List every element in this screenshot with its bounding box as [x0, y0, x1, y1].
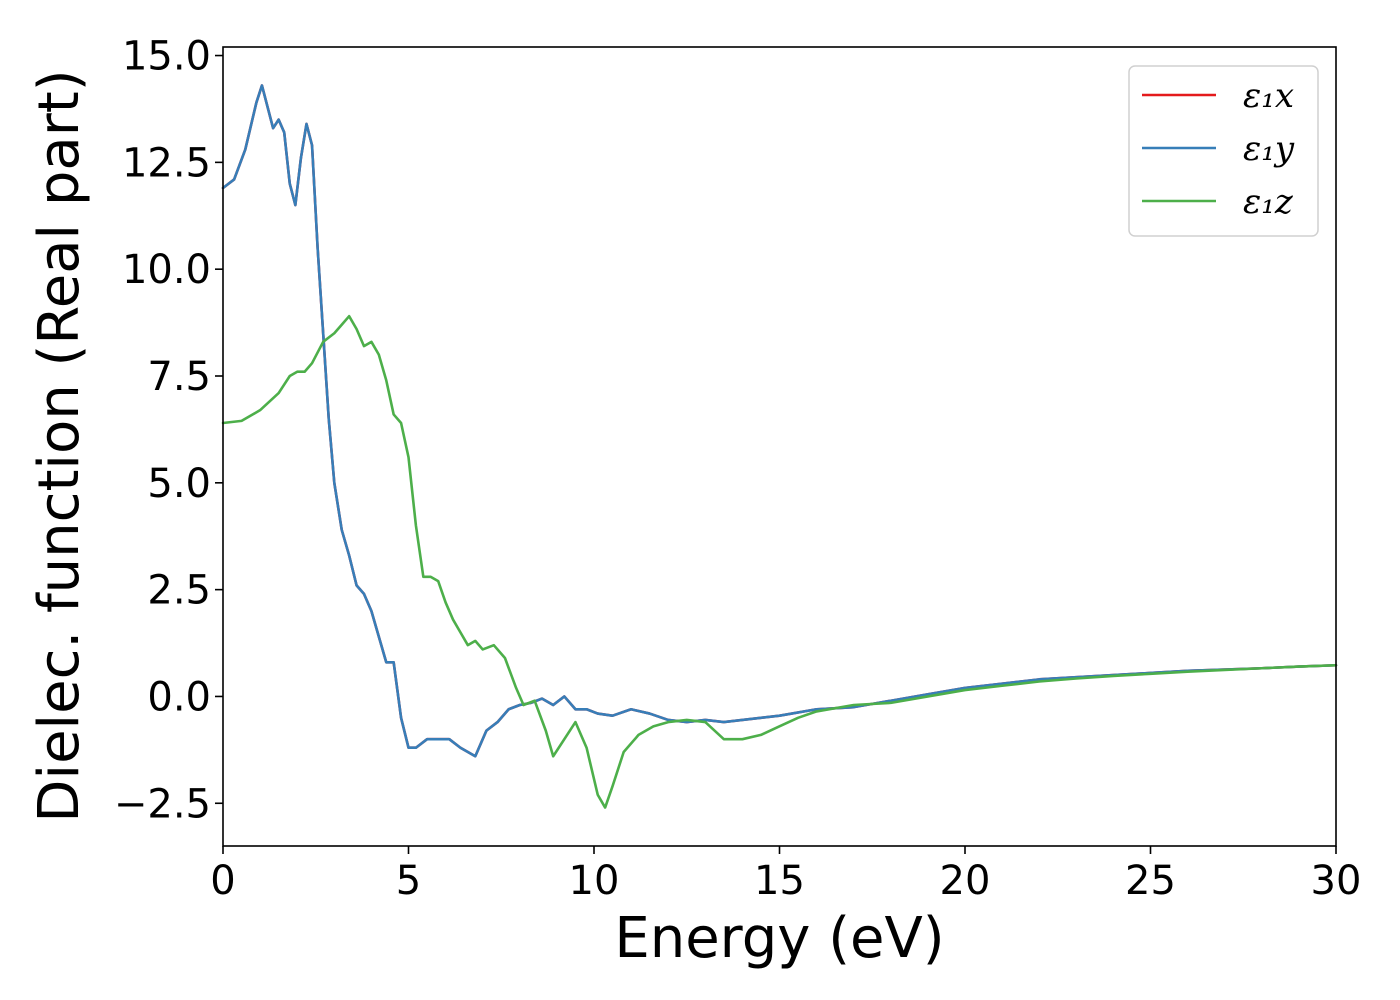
- x-axis-ticks: 0 5 10 15 20 25 30: [210, 846, 1361, 904]
- x-axis-title: Energy (eV): [614, 906, 944, 971]
- legend-label-1: ε₁x: [1243, 76, 1294, 116]
- y-tick-label: 7.5: [147, 354, 211, 400]
- x-tick-label: 30: [1311, 858, 1362, 904]
- y-axis-title: Dielec. function (Real part): [27, 69, 92, 822]
- series-lines: [221, 84, 1338, 809]
- legend-box: [1128, 65, 1319, 237]
- y-tick-label: −2.5: [114, 781, 211, 827]
- series-line-3: [221, 314, 1338, 809]
- y-tick-label: 15.0: [122, 34, 211, 80]
- x-tick-label: 5: [396, 858, 421, 904]
- y-axis-ticks: −2.5 0.0 2.5 5.0 7.5 10.0 12.5 15.0: [114, 34, 223, 827]
- series-line-2: [221, 84, 1338, 758]
- legend-label-3: ε₁z: [1243, 182, 1294, 222]
- legend-label-2: ε₁y: [1243, 129, 1295, 169]
- x-tick-label: 10: [569, 858, 620, 904]
- y-tick-label: 10.0: [122, 247, 211, 293]
- x-tick-label: 15: [754, 858, 805, 904]
- y-tick-label: 2.5: [147, 568, 211, 614]
- legend: ε₁x ε₁y ε₁z: [1128, 65, 1319, 237]
- x-tick-label: 20: [940, 858, 991, 904]
- y-tick-label: 5.0: [147, 461, 211, 507]
- y-tick-label: 0.0: [147, 674, 211, 720]
- x-tick-label: 25: [1125, 858, 1176, 904]
- x-tick-label: 0: [210, 858, 235, 904]
- y-tick-label: 12.5: [122, 140, 211, 186]
